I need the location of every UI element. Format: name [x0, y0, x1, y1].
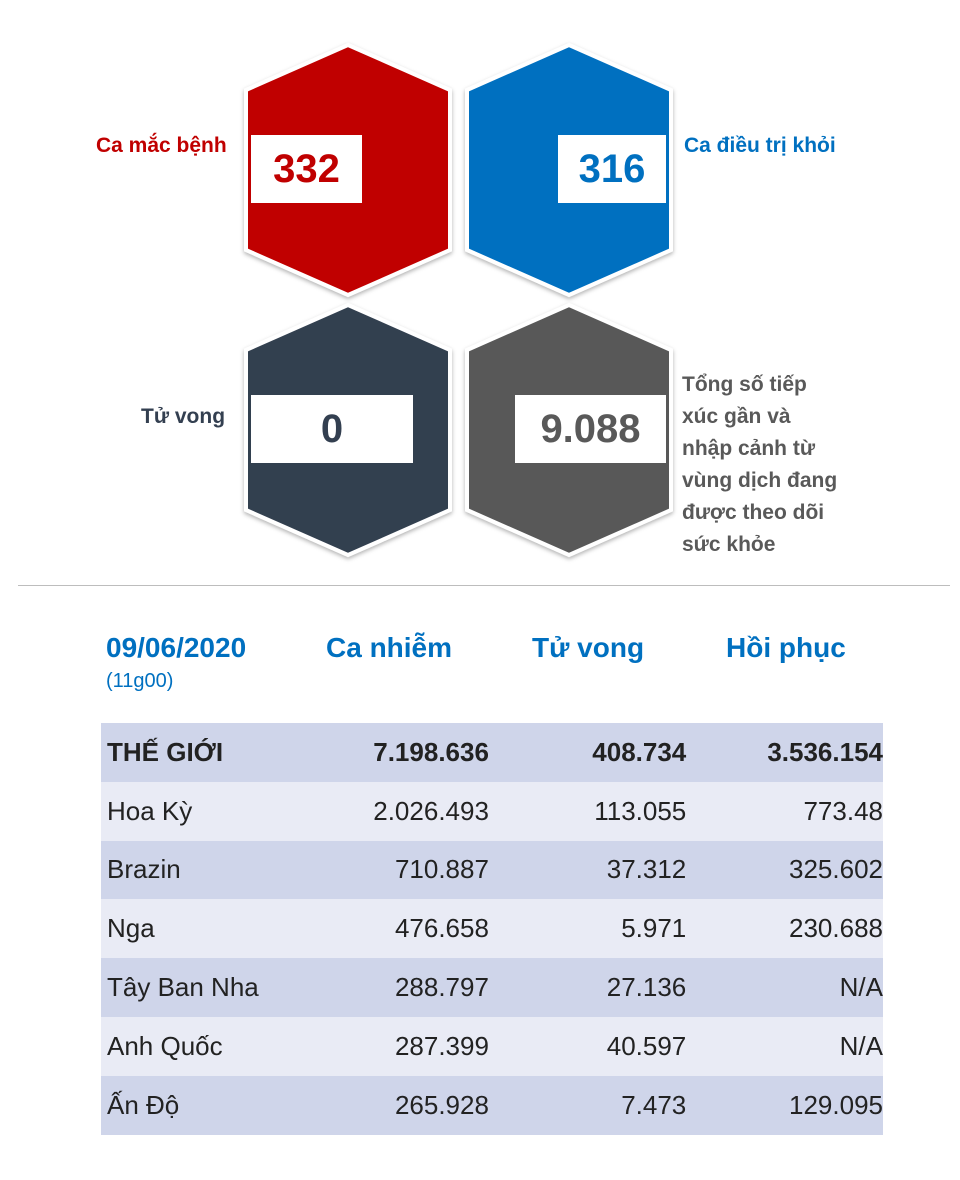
recovered-label: Ca điều trị khỏi — [684, 134, 836, 157]
column-header-deaths: Tử vong — [532, 632, 645, 663]
deaths-cell: 37.312 — [606, 854, 687, 885]
country-name: Anh Quốc — [107, 1030, 223, 1061]
recovered-cell: 325.602 — [789, 854, 883, 885]
deaths-cell: 5.971 — [621, 913, 687, 944]
monitored-label-line: Tổng số tiếp — [682, 373, 807, 396]
deaths-cell: 408.734 — [592, 736, 687, 767]
country-name: Hoa Kỳ — [107, 795, 193, 826]
column-header-cases: Ca nhiễm — [326, 632, 453, 663]
monitored-label-line: vùng dịch đang — [682, 469, 838, 492]
table-row: Ấn Độ 265.928 7.473 129.095 — [101, 1075, 883, 1135]
deaths-cell: 113.055 — [594, 795, 687, 826]
cases-cell: 287.399 — [394, 1030, 489, 1061]
recovered-cell: N/A — [839, 1030, 883, 1061]
cases-cell: 476.658 — [394, 913, 489, 944]
country-name: Tây Ban Nha — [107, 972, 259, 1003]
monitored-label-line: xúc gần và — [682, 405, 791, 428]
recovered-cell: N/A — [839, 972, 883, 1003]
table-time: (11g00) — [106, 670, 174, 692]
recovered-cell: 230.688 — [789, 913, 883, 944]
monitored-label-line: sức khỏe — [682, 533, 776, 556]
table-row: Nga 476.658 5.971 230.688 — [101, 899, 883, 959]
cases-cell: 2.026.493 — [373, 795, 489, 826]
deaths-label: Tử vong — [141, 405, 226, 428]
recovered-cell: 3.536.154 — [767, 736, 883, 767]
country-name: Nga — [107, 913, 155, 944]
cases-cell: 265.928 — [394, 1089, 489, 1120]
table-date: 09/06/2020 — [106, 632, 247, 663]
deaths-value: 0 — [251, 395, 413, 463]
section-divider — [18, 585, 950, 586]
country-name: Brazin — [107, 854, 181, 885]
country-stats-table: THẾ GIỚI 7.198.636 408.734 3.536.154 Hoa… — [101, 723, 883, 1135]
recovered-cell: 773.48 — [803, 795, 883, 826]
monitored-label: Tổng số tiếp xúc gần và nhập cảnh từ vùn… — [682, 369, 837, 561]
cases-cell: 288.797 — [394, 972, 489, 1003]
monitored-label-line: được theo dõi — [682, 501, 825, 524]
deaths-cell: 40.597 — [606, 1030, 687, 1061]
deaths-cell: 7.473 — [621, 1089, 687, 1120]
cases-cell: 710.887 — [394, 854, 489, 885]
country-name: THẾ GIỚI — [107, 736, 224, 767]
cases-cell: 7.198.636 — [373, 736, 489, 767]
monitored-value: 9.088 — [515, 395, 666, 463]
table-row-world: THẾ GIỚI 7.198.636 408.734 3.536.154 — [101, 723, 883, 782]
table-row: Brazin 710.887 37.312 325.602 — [101, 840, 883, 900]
country-name: Ấn Độ — [107, 1089, 180, 1120]
deaths-cell: 27.136 — [606, 972, 687, 1003]
table-row: Tây Ban Nha 288.797 27.136 N/A — [101, 958, 883, 1017]
cases-value: 332 — [251, 135, 362, 203]
monitored-label-line: nhập cảnh từ — [682, 437, 816, 460]
recovered-cell: 129.095 — [789, 1089, 883, 1120]
table-row: Hoa Kỳ 2.026.493 113.055 773.48 — [101, 781, 883, 841]
column-header-recovered: Hồi phục — [726, 632, 846, 663]
recovered-value: 316 — [558, 135, 666, 203]
cases-label: Ca mắc bệnh — [96, 134, 227, 157]
table-row: Anh Quốc 287.399 40.597 N/A — [101, 1016, 883, 1076]
